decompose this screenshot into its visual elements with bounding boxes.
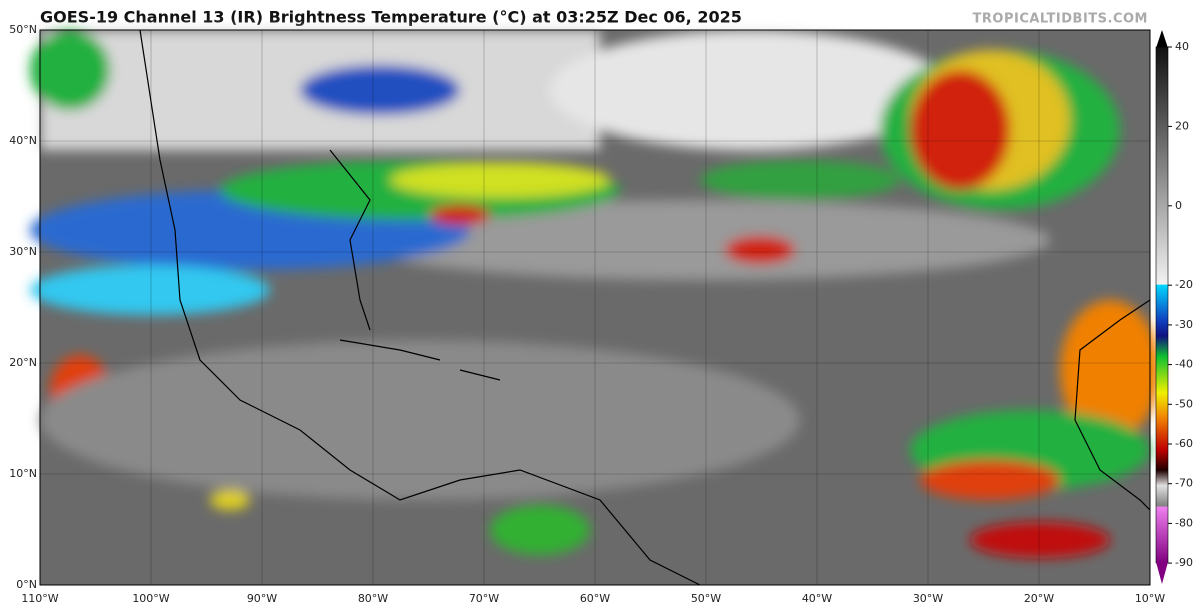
colorbar-tick-label: 20 [1175, 119, 1189, 132]
lat-label: 30°N [9, 245, 37, 258]
satellite-image [30, 29, 1160, 586]
lon-label: 90°W [247, 592, 277, 605]
colorbar-top-tip [1156, 30, 1168, 48]
title: GOES-19 Channel 13 (IR) Brightness Tempe… [40, 8, 742, 27]
colorbar-bar [1155, 46, 1169, 564]
colorbar-ticks: 40 20 0 -20 -30 -40 -50 -60 -70 -80 -90 [1168, 40, 1193, 569]
lon-label: 110°W [21, 592, 58, 605]
colorbar-tick-label: 0 [1175, 199, 1182, 212]
lon-label: 60°W [580, 592, 610, 605]
lat-label: 50°N [9, 23, 37, 36]
lon-label: 10°W [1135, 592, 1165, 605]
lon-label: 70°W [469, 592, 499, 605]
lon-label: 30°W [913, 592, 943, 605]
lat-label: 0°N [16, 578, 37, 591]
colorbar-tick-label: 40 [1175, 40, 1189, 53]
colorbar-tick-label: -30 [1175, 318, 1193, 331]
colorbar-bottom-tip [1156, 562, 1168, 584]
colorbar [1155, 30, 1169, 584]
lon-label: 100°W [132, 592, 169, 605]
lon-label: 20°W [1024, 592, 1054, 605]
colorbar-tick-label: -70 [1175, 477, 1193, 490]
graticule [39, 29, 1151, 586]
colorbar-tick-label: -50 [1175, 397, 1193, 410]
colorbar-tick-label: -20 [1175, 278, 1193, 291]
lon-label: 50°W [691, 592, 721, 605]
lon-label: 40°W [802, 592, 832, 605]
lat-label: 40°N [9, 134, 37, 147]
lat-label: 10°N [9, 467, 37, 480]
colorbar-tick-label: -40 [1175, 358, 1193, 371]
colorbar-tick-label: -90 [1175, 556, 1193, 569]
colorbar-tick-label: -60 [1175, 437, 1193, 450]
lat-label: 20°N [9, 356, 37, 369]
colorbar-tick-label: -80 [1175, 516, 1193, 529]
lon-label: 80°W [358, 592, 388, 605]
watermark: TROPICALTIDBITS.COM [973, 12, 1148, 27]
